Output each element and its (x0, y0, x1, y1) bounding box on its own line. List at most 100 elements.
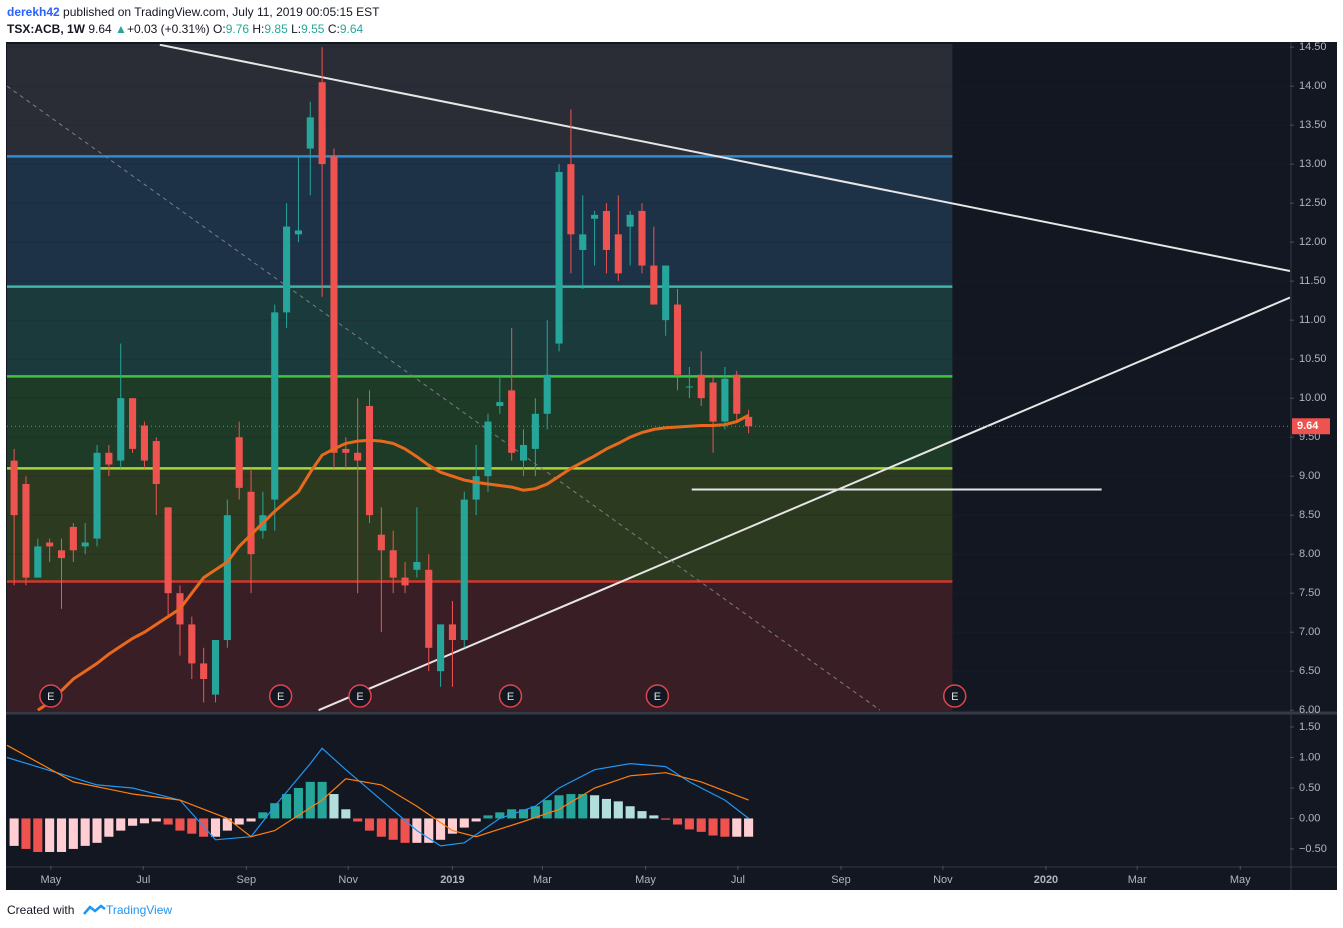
candle-body (650, 265, 658, 305)
histogram-bar (187, 818, 197, 834)
candle-body (733, 374, 741, 414)
earnings-marker[interactable]: E (39, 684, 63, 708)
price-pane (7, 44, 1290, 711)
x-tick-label: May (40, 874, 61, 886)
candle-body (437, 624, 445, 672)
histogram-bar (637, 811, 647, 819)
earnings-label: E (277, 691, 284, 703)
candle-body (721, 378, 729, 422)
y-tick-label: 14.50 (1299, 41, 1327, 53)
candle-body (342, 448, 350, 453)
earnings-label: E (507, 691, 514, 703)
histogram-bar (590, 795, 600, 819)
y-tick-label: 6.50 (1299, 665, 1320, 677)
histogram-bar (672, 818, 683, 825)
trendline (318, 296, 1290, 711)
earnings-marker[interactable]: E (268, 684, 293, 708)
histogram-bar (222, 818, 232, 831)
y-tick-label: 12.50 (1299, 197, 1327, 209)
histogram-bar (720, 818, 730, 837)
y-tick-label: 13.50 (1299, 119, 1327, 131)
histogram-bar (388, 818, 398, 840)
footer-brand[interactable]: TradingView (106, 903, 172, 917)
histogram-bar (530, 806, 540, 819)
histogram-bar (554, 795, 564, 819)
y-tick-label: 7.00 (1299, 626, 1320, 638)
y-tick-label: 8.50 (1299, 509, 1320, 521)
histogram-bar (459, 818, 469, 828)
candle-body (673, 304, 682, 375)
x-tick-label: 2019 (440, 874, 464, 886)
arrow: ▲ (115, 22, 127, 36)
candle-body (413, 561, 421, 570)
candle-body (484, 421, 492, 477)
histogram-bar (56, 818, 67, 852)
candle-body (685, 386, 693, 388)
signal-line (6, 744, 749, 838)
histogram-bar (45, 818, 55, 852)
histogram-bar (305, 781, 315, 819)
histogram-bar (199, 818, 209, 837)
candle-body (496, 402, 504, 406)
candle-body (638, 210, 646, 266)
x-tick-label: May (635, 874, 656, 886)
histogram-bar (282, 794, 292, 819)
y-tick-label: 12.00 (1299, 236, 1327, 248)
histogram-bar (246, 818, 256, 822)
candle-body (697, 374, 705, 399)
candle-body (377, 534, 385, 551)
earnings-marker[interactable]: E (348, 684, 372, 708)
last: 9.64 (88, 22, 112, 36)
x-tick-label: Sep (831, 874, 851, 886)
earnings-marker[interactable]: E (645, 684, 670, 708)
histogram-bar (80, 818, 90, 846)
header-line-1: derekh42 published on TradingView.com, J… (7, 5, 380, 19)
histogram-bar (151, 818, 161, 822)
y-tick-label: 0.50 (1299, 782, 1320, 794)
candle-body (519, 444, 528, 461)
histogram-bar (578, 794, 588, 819)
earnings-marker[interactable]: E (942, 684, 967, 708)
histogram-bar (708, 818, 718, 836)
moving-average (36, 413, 750, 711)
y-tick-label: 11.50 (1299, 275, 1326, 287)
candle-body (425, 569, 433, 648)
zone (7, 376, 953, 469)
candle-body (247, 491, 255, 555)
histogram-bar (566, 794, 576, 819)
histogram-bar (542, 800, 552, 819)
candle-body (271, 312, 279, 500)
ohlc-value: 9.76 (226, 22, 250, 36)
symbol: TSX:ACB, 1W (7, 22, 86, 36)
histogram-bar (68, 818, 78, 849)
earnings-label: E (47, 691, 54, 703)
ohlc-label: H: (252, 22, 264, 36)
candle-body (223, 515, 231, 641)
candle-body (152, 441, 160, 484)
histogram-bar (128, 818, 138, 826)
histogram-bar (424, 818, 434, 843)
candle-body (164, 507, 172, 594)
x-tick-label: May (1230, 874, 1251, 886)
last-price-badge (1292, 418, 1330, 435)
histogram-bar (649, 815, 659, 819)
histogram-bar (376, 818, 386, 837)
candle-body (129, 398, 137, 449)
histogram-bar (625, 806, 635, 819)
histogram-bar (329, 794, 339, 819)
y-tick-label: 11.00 (1299, 314, 1326, 326)
author[interactable]: derekh42 (7, 5, 60, 19)
candle-body (235, 437, 243, 488)
candle-body (283, 226, 291, 313)
logo[interactable] (83, 904, 106, 915)
axis: 6.006.507.007.508.008.509.009.5010.0010.… (40, 41, 1326, 886)
histogram-bar (92, 818, 102, 843)
candle-body (591, 214, 599, 219)
earnings-marker[interactable]: E (498, 684, 523, 708)
candle-body (508, 390, 516, 453)
histogram-bar (661, 818, 671, 820)
histogram-bar (175, 818, 185, 831)
histogram-bar (436, 818, 446, 840)
candle-body (662, 265, 670, 321)
histogram-bar (400, 818, 410, 843)
